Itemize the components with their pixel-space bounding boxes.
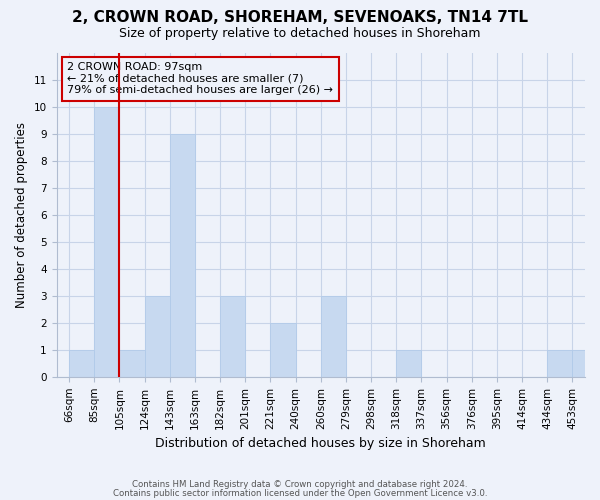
Bar — [119, 350, 145, 377]
Bar — [170, 134, 195, 377]
X-axis label: Distribution of detached houses by size in Shoreham: Distribution of detached houses by size … — [155, 437, 486, 450]
Bar — [396, 350, 421, 377]
Bar — [572, 350, 598, 377]
Bar — [220, 296, 245, 377]
Text: 2, CROWN ROAD, SHOREHAM, SEVENOAKS, TN14 7TL: 2, CROWN ROAD, SHOREHAM, SEVENOAKS, TN14… — [72, 10, 528, 25]
Text: Size of property relative to detached houses in Shoreham: Size of property relative to detached ho… — [119, 28, 481, 40]
Text: Contains HM Land Registry data © Crown copyright and database right 2024.: Contains HM Land Registry data © Crown c… — [132, 480, 468, 489]
Text: Contains public sector information licensed under the Open Government Licence v3: Contains public sector information licen… — [113, 490, 487, 498]
Bar — [321, 296, 346, 377]
Bar — [69, 350, 94, 377]
Bar — [145, 296, 170, 377]
Y-axis label: Number of detached properties: Number of detached properties — [15, 122, 28, 308]
Bar — [94, 106, 119, 377]
Bar — [547, 350, 572, 377]
Bar — [271, 323, 296, 377]
Text: 2 CROWN ROAD: 97sqm
← 21% of detached houses are smaller (7)
79% of semi-detache: 2 CROWN ROAD: 97sqm ← 21% of detached ho… — [67, 62, 333, 96]
